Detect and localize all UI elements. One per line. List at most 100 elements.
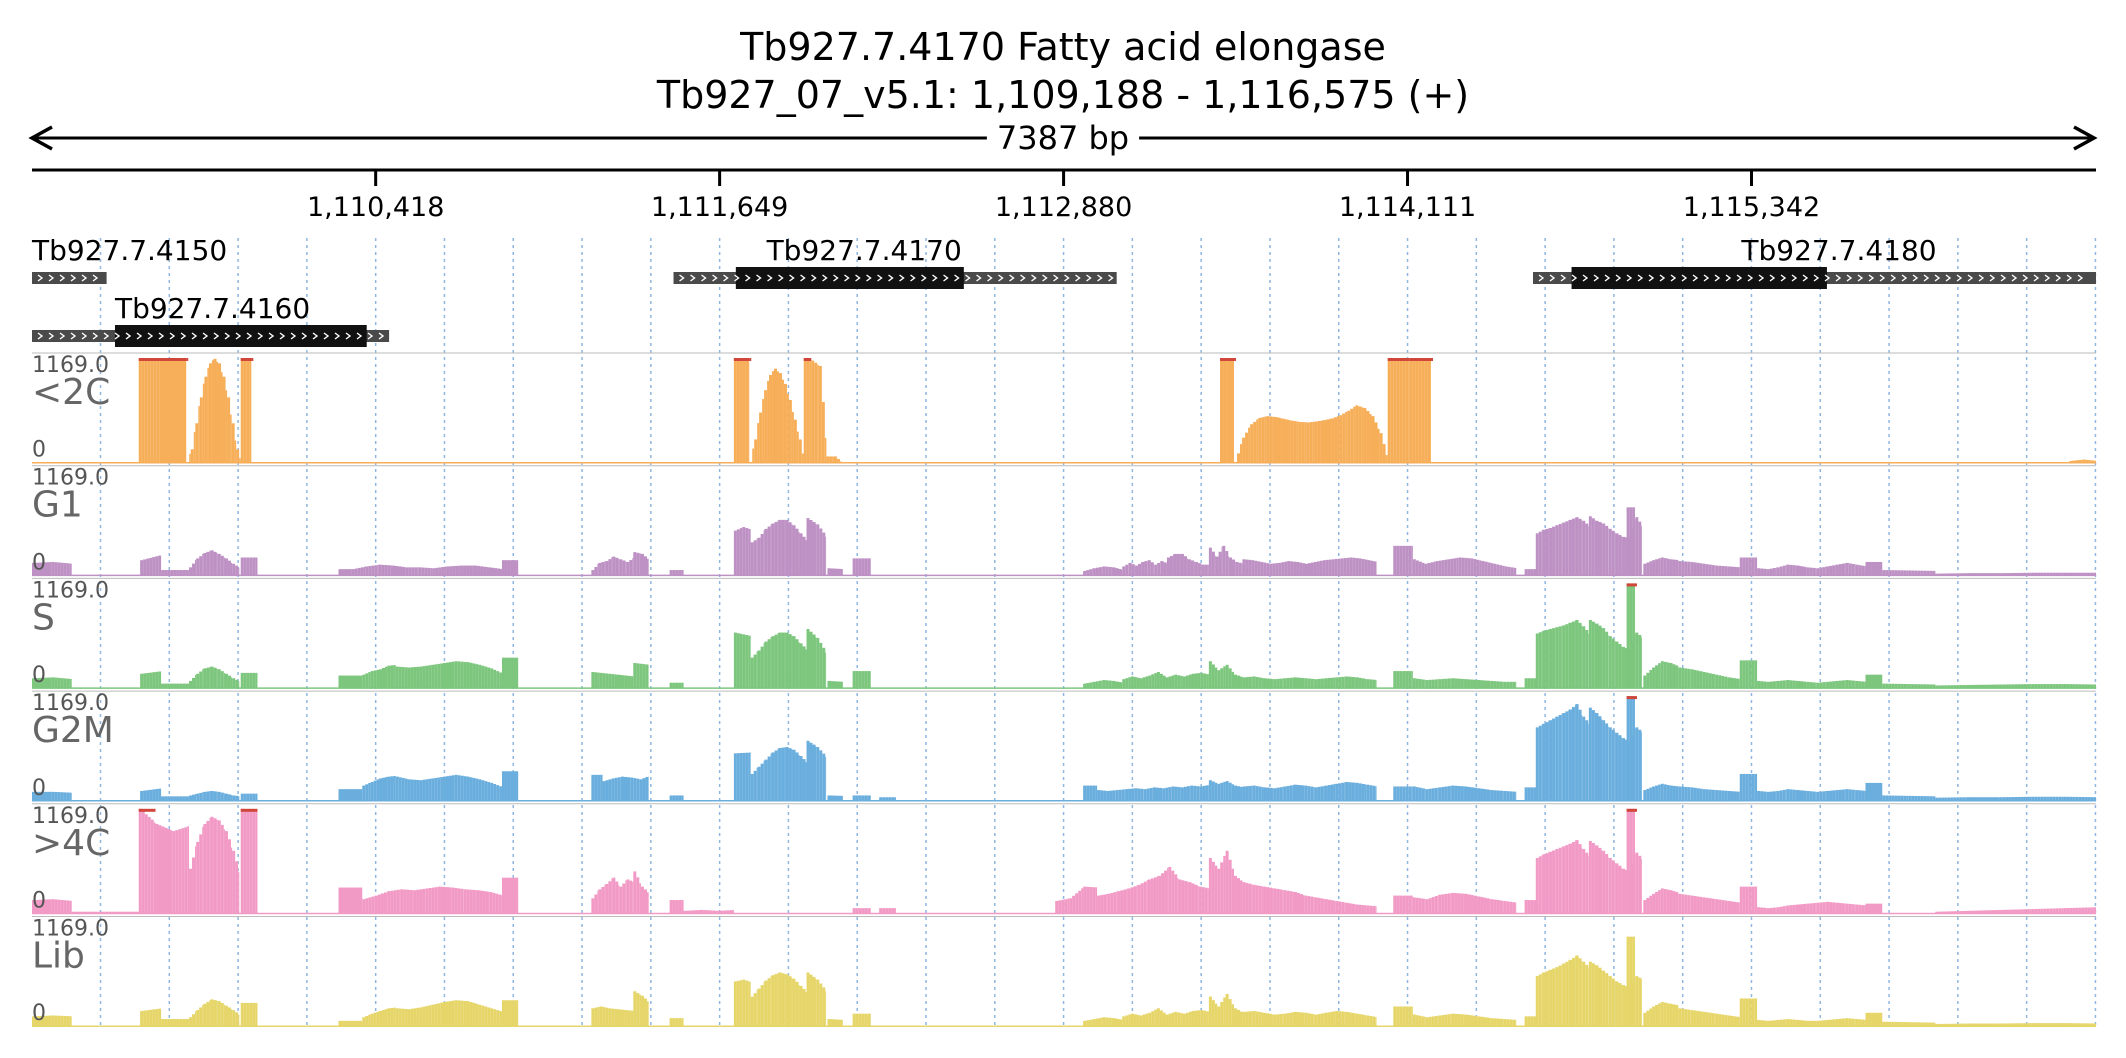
coverage-bar (1595, 845, 1599, 914)
coverage-bar (826, 456, 830, 463)
coverage-bar (2020, 796, 2024, 801)
coverage-bar (1693, 669, 1697, 689)
coverage-bar (1304, 678, 1308, 689)
strand-chevron (712, 274, 718, 282)
coverage-bar (252, 793, 256, 801)
coverage-bar (351, 569, 355, 576)
coverage-bar (2008, 573, 2012, 576)
coverage-bar (605, 561, 609, 576)
coverage-bar (1158, 787, 1162, 801)
coverage-bar (442, 663, 446, 689)
strand-chevron (1967, 274, 1974, 282)
coverage-bar (1976, 1023, 1980, 1027)
coverage-bar (252, 672, 256, 689)
coverage-bar (407, 1009, 411, 1027)
coverage-bar (1506, 791, 1510, 801)
coverage-bar (1932, 684, 1936, 689)
coverage-bar (1355, 782, 1359, 801)
coverage-bar (350, 1020, 354, 1027)
coverage-bar (1652, 893, 1656, 914)
coverage-bar (1223, 781, 1226, 801)
track-max-label: 1169.0 (32, 578, 109, 603)
strand-chevron (1978, 274, 1985, 282)
coverage-bar (454, 1000, 458, 1027)
coverage-bar (338, 1020, 342, 1027)
coverage-bar (347, 887, 351, 914)
coverage-bar (591, 774, 595, 801)
coverage-bar (1545, 629, 1549, 689)
coverage-bar (1353, 406, 1356, 463)
coverage-bar (225, 390, 228, 463)
gene-model: Tb927.7.4180 (1532, 234, 2096, 289)
coverage-bar (1194, 561, 1198, 576)
coverage-bar (1266, 678, 1270, 689)
coverage-bar (210, 666, 214, 689)
coverage-bar (625, 880, 627, 914)
coverage-bar (1588, 707, 1592, 801)
coverage-bar (1789, 680, 1793, 689)
coverage-bar (1614, 641, 1616, 689)
strand-chevron (1714, 274, 1721, 282)
coverage-bar (598, 889, 602, 914)
coverage-bar (1431, 788, 1435, 801)
coverage-bar (1477, 1016, 1481, 1027)
coverage-bar (2011, 572, 2015, 576)
coverage-bar (2043, 1023, 2047, 1027)
coverage-bar (1205, 785, 1209, 801)
coverage-bar (1102, 1017, 1106, 1027)
coverage-bar (1618, 534, 1622, 576)
coverage-bar (38, 562, 41, 576)
strand-chevron (345, 332, 352, 340)
strand-chevron (81, 274, 88, 282)
coverage-bar (1555, 967, 1556, 1027)
coverage-bar (771, 636, 775, 689)
coverage-bar (220, 671, 224, 689)
coverage-bar (1289, 891, 1293, 914)
coverage-bar (1574, 840, 1576, 914)
coverage-bar (1441, 1015, 1445, 1027)
coverage-bar (1223, 997, 1226, 1027)
coverage-bar (1970, 684, 1974, 689)
coverage-bar (818, 365, 822, 463)
coverage-bar (1845, 903, 1849, 914)
coverage-bar (1727, 677, 1731, 689)
coverage-bar (1658, 1003, 1661, 1027)
coverage-bar (812, 521, 816, 576)
coverage-bar (1188, 1011, 1192, 1027)
coverage-bar (1287, 561, 1291, 576)
coverage-bar (195, 793, 197, 801)
coverage-bar (1253, 421, 1257, 463)
coverage-bar (478, 779, 482, 801)
coverage-bar (1660, 661, 1664, 689)
coverage-bar (739, 358, 743, 463)
coverage-bar (1211, 551, 1215, 576)
track-max-label: 1169.0 (32, 691, 109, 716)
coverage-bar (1470, 1015, 1474, 1027)
coverage-bar (733, 530, 737, 576)
coverage-bar (1098, 680, 1102, 689)
coverage-bar (2055, 1023, 2059, 1027)
coverage-bar (101, 911, 105, 914)
coverage-bar (230, 414, 232, 463)
coverage-bar (1914, 684, 1918, 689)
coverage-bar (510, 560, 514, 576)
coverage-bar (1301, 422, 1305, 463)
coverage-bar (1561, 963, 1563, 1027)
coverage-bar (1235, 561, 1239, 576)
coverage-bar (617, 777, 621, 801)
coverage-bar (833, 456, 837, 463)
coverage-bar (466, 662, 470, 689)
coverage-bar (238, 681, 240, 689)
coverage-bar (1486, 1017, 1490, 1027)
coverage-bar (1191, 883, 1195, 914)
coverage-bar (1240, 1011, 1243, 1027)
coverage-bar (1184, 881, 1188, 914)
strand-chevron (2055, 274, 2062, 282)
coverage-bar (1083, 1020, 1087, 1027)
coverage-bar (2046, 684, 2050, 689)
coverage-bar (1387, 358, 1391, 463)
coverage-bar (1568, 622, 1572, 689)
coverage-bar (1548, 851, 1550, 914)
coverage-bar (681, 795, 684, 801)
coverage-bar (1142, 677, 1146, 689)
